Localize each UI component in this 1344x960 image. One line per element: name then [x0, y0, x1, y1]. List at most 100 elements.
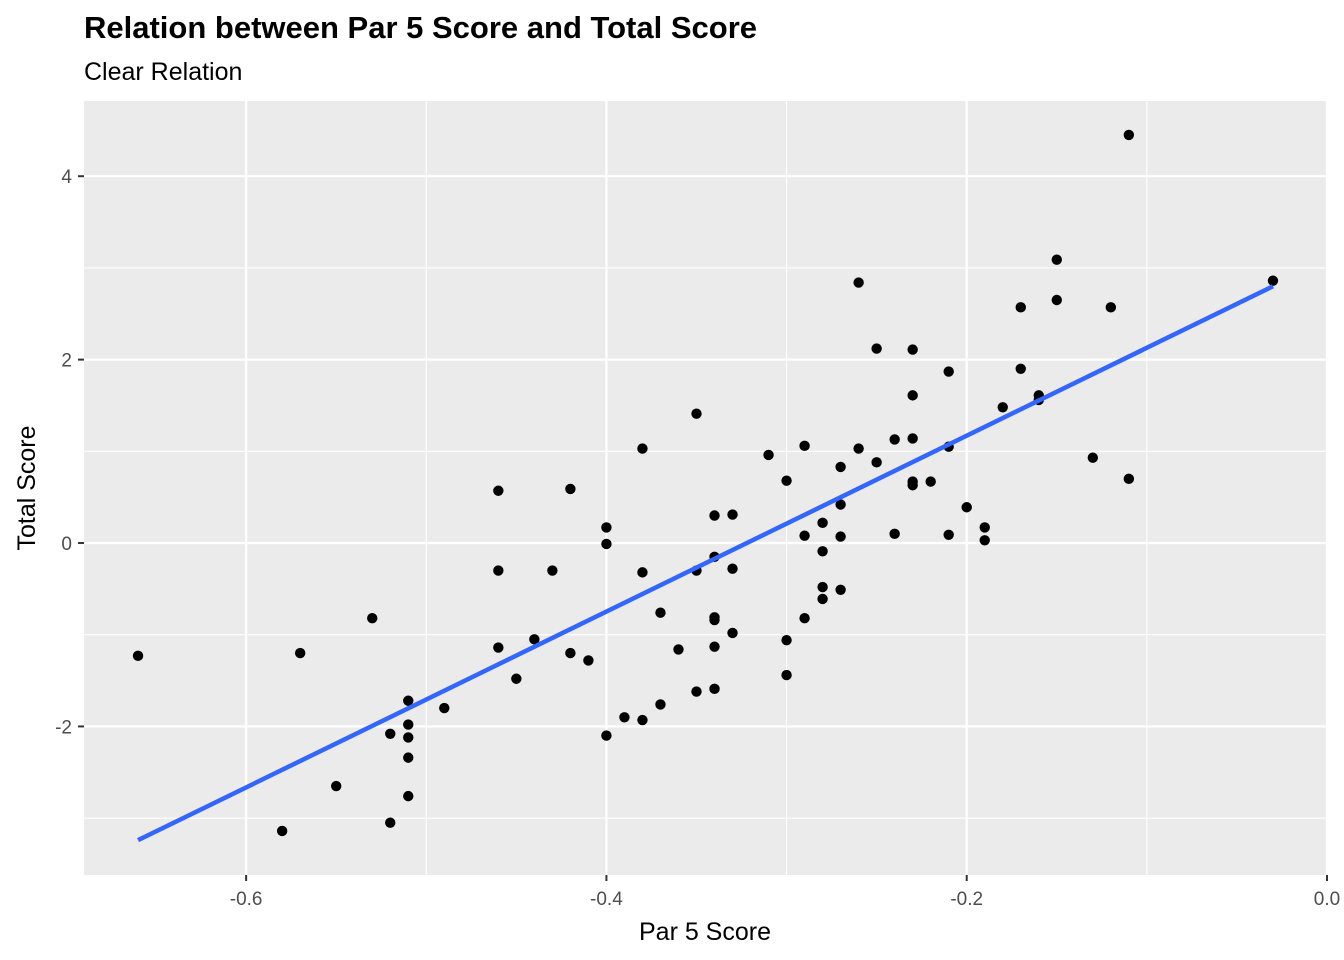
data-point [1015, 302, 1026, 313]
data-point [889, 434, 900, 445]
data-point [637, 714, 648, 726]
data-point [709, 614, 720, 626]
data-point [655, 607, 666, 618]
data-point [673, 644, 684, 655]
y-axis-title: Total Score [13, 425, 41, 550]
data-point [493, 642, 504, 653]
data-point [709, 683, 720, 695]
data-point [385, 817, 396, 828]
data-point [979, 535, 990, 546]
data-point [871, 457, 882, 468]
data-point [637, 443, 648, 454]
data-point [979, 522, 990, 533]
data-point [583, 655, 594, 666]
data-point [925, 476, 936, 487]
data-point [294, 647, 306, 659]
data-point [781, 475, 792, 486]
data-point [889, 528, 900, 540]
data-point [619, 712, 630, 723]
data-point [835, 531, 846, 542]
data-point [817, 546, 828, 557]
data-point [1051, 294, 1062, 306]
data-point [727, 627, 738, 639]
data-point [367, 613, 378, 624]
x-axis: -0.6 -0.4 -0.2 0.0 [230, 875, 1340, 910]
data-point [403, 790, 414, 802]
data-point [817, 517, 828, 529]
y-tick-label: 4 [61, 167, 72, 188]
data-point [835, 584, 846, 595]
data-point [997, 402, 1008, 413]
data-point [853, 443, 864, 454]
plot-panel [84, 101, 1327, 875]
data-point [1015, 363, 1026, 374]
data-point [907, 480, 918, 491]
data-point [907, 390, 918, 401]
x-tick-label: -0.2 [950, 889, 983, 910]
y-tick-label: -2 [55, 717, 72, 738]
data-point [132, 650, 144, 662]
data-point [403, 752, 414, 763]
data-point [1123, 473, 1135, 485]
data-point [493, 485, 504, 496]
data-point [1123, 129, 1135, 141]
data-point [529, 634, 540, 645]
data-point [637, 567, 648, 578]
data-point [763, 449, 774, 461]
grid-major [84, 101, 1329, 875]
data-point [853, 277, 864, 288]
data-point [1267, 275, 1279, 286]
data-point [403, 732, 414, 743]
y-axis: -2 0 2 4 [55, 167, 84, 738]
data-point [907, 433, 918, 444]
y-tick-label: 2 [61, 351, 72, 372]
grid-minor [84, 101, 1327, 875]
data-point [835, 499, 846, 510]
data-point [799, 440, 810, 452]
data-point [439, 702, 450, 714]
data-point [799, 613, 810, 624]
data-point [276, 825, 288, 837]
data-point [403, 695, 414, 706]
data-point [1087, 452, 1099, 463]
data-point [403, 719, 414, 730]
x-tick-label: 0.0 [1314, 889, 1340, 910]
data-point [943, 529, 954, 540]
data-point [385, 728, 396, 739]
data-point [601, 522, 612, 533]
y-tick-label: 0 [61, 534, 72, 555]
data-points [132, 129, 1279, 837]
data-point [835, 461, 846, 473]
data-point [781, 635, 792, 646]
data-point [871, 343, 882, 354]
data-point [565, 647, 576, 659]
data-point [727, 563, 738, 574]
data-point [817, 593, 828, 605]
data-point [709, 641, 720, 652]
data-point [655, 699, 666, 710]
data-point [943, 366, 954, 377]
data-point [511, 673, 522, 684]
chart-subtitle: Clear Relation [84, 58, 243, 86]
chart-title: Relation between Par 5 Score and Total S… [84, 10, 758, 45]
x-tick-label: -0.4 [590, 889, 623, 910]
data-point [691, 408, 702, 419]
x-tick-label: -0.6 [230, 889, 263, 910]
data-point [799, 530, 810, 541]
data-point [493, 565, 504, 576]
data-point [331, 780, 342, 792]
data-point [601, 538, 612, 550]
data-point [1105, 302, 1117, 313]
data-point [781, 669, 792, 681]
x-axis-title: Par 5 Score [639, 918, 771, 946]
data-point [961, 502, 972, 513]
trend-line [137, 284, 1274, 843]
data-point [1051, 254, 1062, 265]
data-point [817, 581, 828, 593]
data-point [565, 483, 576, 495]
data-point [601, 730, 612, 741]
data-point [727, 509, 738, 520]
data-point [907, 344, 918, 355]
data-point [709, 510, 720, 521]
